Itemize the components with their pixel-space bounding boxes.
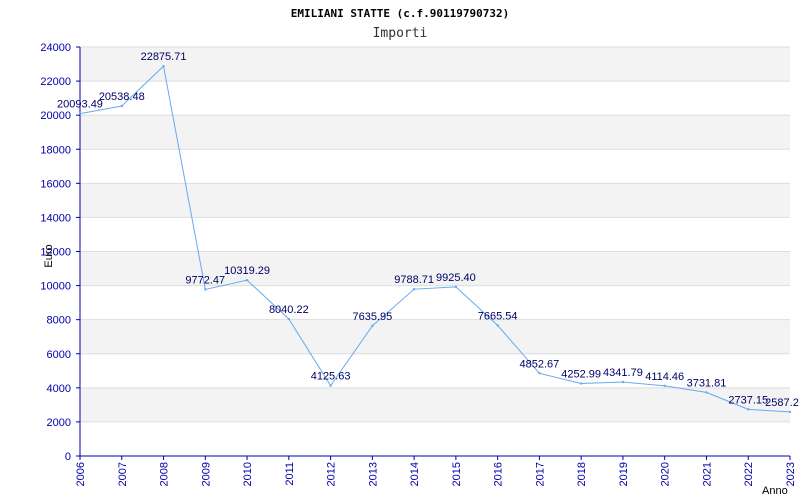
chart-subtitle: Importi bbox=[373, 26, 428, 41]
y-axis-label: Euro bbox=[43, 244, 55, 267]
x-tick-label: 2018 bbox=[576, 462, 588, 486]
data-point bbox=[204, 288, 207, 291]
x-axis-ticks: 2006 2007 2008 2009 2010 2011 2012 2013 2014 2015… bbox=[75, 456, 797, 486]
data-point bbox=[245, 278, 249, 282]
y-tick-label: 12000 bbox=[40, 247, 71, 259]
x-tick-label: 2022 bbox=[743, 462, 755, 486]
y-tick-label: 0 bbox=[65, 451, 71, 463]
x-tick-label: 2015 bbox=[451, 462, 463, 486]
y-tick-label: 4000 bbox=[47, 383, 71, 395]
data-point bbox=[788, 410, 792, 414]
grid-band bbox=[80, 47, 790, 82]
data-point bbox=[454, 285, 458, 289]
x-axis-label: Anno bbox=[762, 485, 788, 497]
data-point bbox=[496, 324, 499, 327]
data-point bbox=[412, 287, 416, 291]
data-label: 22875.71 bbox=[141, 51, 187, 63]
grid-band bbox=[80, 387, 790, 422]
data-label: 3731.81 bbox=[687, 377, 727, 389]
data-point bbox=[162, 64, 165, 68]
data-label: 2737.15 bbox=[728, 394, 768, 406]
data-label: 7635.95 bbox=[352, 311, 392, 323]
data-point bbox=[538, 372, 541, 375]
x-tick-label: 2009 bbox=[200, 462, 212, 486]
data-point bbox=[78, 112, 82, 115]
y-tick-label: 24000 bbox=[40, 42, 71, 54]
y-axis-ticks: 0 2000 4000 6000 8000 10000 12000 14000 16000 180… bbox=[40, 42, 80, 463]
y-tick-label: 14000 bbox=[40, 212, 71, 224]
data-label: 2587.2 bbox=[765, 397, 799, 409]
y-tick-label: 8000 bbox=[47, 315, 71, 327]
x-tick-label: 2019 bbox=[618, 462, 630, 486]
data-label: 4341.79 bbox=[603, 367, 643, 379]
data-point bbox=[329, 384, 332, 387]
x-tick-label: 2014 bbox=[409, 462, 421, 486]
data-label: 4125.63 bbox=[311, 371, 351, 383]
x-tick-label: 2017 bbox=[534, 462, 546, 486]
grid-band bbox=[80, 251, 790, 286]
x-tick-label: 2007 bbox=[117, 462, 129, 486]
y-tick-label: 20000 bbox=[40, 110, 71, 122]
data-point bbox=[371, 324, 374, 328]
y-tick-label: 22000 bbox=[40, 76, 71, 88]
data-point bbox=[705, 391, 708, 394]
x-tick-label: 2006 bbox=[75, 462, 87, 486]
data-label: 4114.46 bbox=[645, 371, 684, 383]
x-tick-label: 2008 bbox=[159, 462, 171, 486]
data-label: 9925.40 bbox=[436, 272, 476, 284]
data-label: 9788.71 bbox=[394, 274, 434, 286]
x-tick-label: 2016 bbox=[493, 462, 505, 486]
data-point bbox=[621, 380, 625, 384]
data-point bbox=[287, 317, 291, 321]
chart-title: EMILIANI STATTE (c.f.90119790732) bbox=[291, 7, 510, 20]
grid-band bbox=[80, 183, 790, 218]
y-tick-label: 2000 bbox=[47, 417, 71, 429]
data-point bbox=[579, 382, 583, 385]
data-point bbox=[663, 384, 666, 388]
x-tick-label: 2023 bbox=[785, 462, 797, 486]
grid-bands bbox=[80, 47, 790, 422]
series-line bbox=[79, 65, 791, 413]
data-point bbox=[747, 408, 750, 411]
data-label: 10319.29 bbox=[224, 265, 270, 277]
data-label: 8040.22 bbox=[269, 304, 309, 316]
data-label: 7665.54 bbox=[478, 310, 518, 322]
x-tick-label: 2011 bbox=[284, 462, 296, 486]
x-tick-label: 2021 bbox=[701, 462, 713, 486]
y-tick-label: 18000 bbox=[40, 144, 71, 156]
data-label: 4852.67 bbox=[520, 358, 560, 370]
data-label: 9772.47 bbox=[185, 274, 225, 286]
data-point bbox=[120, 104, 123, 108]
x-tick-label: 2020 bbox=[660, 462, 672, 486]
grid-band bbox=[80, 115, 790, 150]
grid-lines bbox=[80, 46, 790, 457]
x-tick-label: 2013 bbox=[367, 462, 379, 486]
data-label: 20093.49 bbox=[57, 99, 103, 111]
data-label: 4252.99 bbox=[561, 369, 601, 381]
grid-band bbox=[80, 319, 790, 354]
y-tick-label: 16000 bbox=[40, 178, 71, 190]
y-tick-label: 6000 bbox=[47, 349, 71, 361]
x-tick-label: 2010 bbox=[242, 462, 254, 486]
data-label: 20538.48 bbox=[99, 91, 145, 103]
x-tick-label: 2012 bbox=[326, 462, 338, 486]
y-tick-label: 10000 bbox=[40, 281, 71, 293]
